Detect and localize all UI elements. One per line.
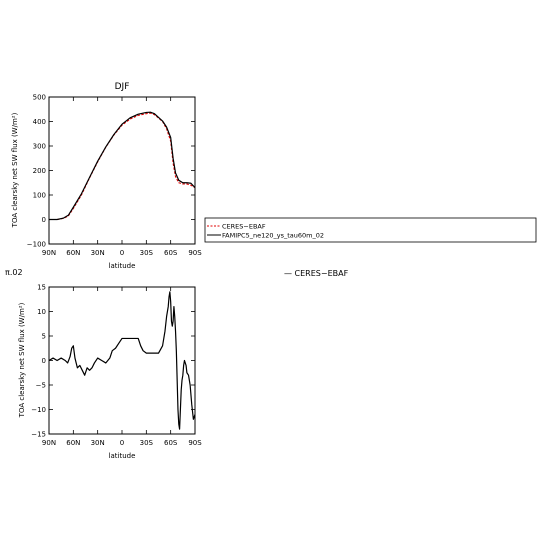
x-tick-label-bottom: 30S (140, 439, 154, 447)
x-tick-label-bottom: 0 (120, 439, 124, 447)
y-tick-label-bottom: −10 (31, 406, 46, 414)
y-tick-label-top: 300 (33, 143, 46, 151)
x-tick-label-top: 60N (66, 249, 80, 257)
x-tick-label-top: 60S (164, 249, 178, 257)
y-tick-label-bottom: 0 (42, 357, 46, 365)
y-tick-label-top: 0 (42, 216, 46, 224)
y-tick-label-bottom: −15 (31, 431, 46, 439)
x-tick-label-bottom: 60S (164, 439, 178, 447)
panel-bottom: 90N 60N 30N 0 30S 60S 90S −15 −10 −5 0 5 10 15 latitu… (18, 284, 202, 461)
y-tick-label-bottom: −5 (36, 382, 46, 390)
x-axis-label-bottom: latitude (109, 452, 136, 460)
legend-frame (204, 217, 537, 243)
series-line-top-0 (49, 112, 196, 221)
stray-legend-fragment: — CERES−EBAF (284, 269, 349, 278)
ticks-group-bottom: 90N 60N 30N 0 30S 60S 90S −15 −10 −5 0 5 10 15 (31, 284, 202, 448)
series-group-bottom (48, 291, 196, 430)
series-line-top-1 (49, 111, 196, 221)
chart-title-top: DJF (115, 82, 130, 92)
plot-frame-top (48, 96, 196, 245)
legend-entry-model: FAMIPC5_ne120_ys_tau60m_02 (222, 232, 324, 240)
x-tick-label-bottom: 90S (188, 439, 202, 447)
legend-entry-ceres: CERES−EBAF (222, 223, 266, 231)
y-tick-label-top: 100 (33, 192, 46, 200)
y-axis-label-top: TOA clearsky net SW flux (W/m²) (11, 112, 19, 228)
y-tick-label-top: 400 (33, 118, 46, 126)
y-tick-label-bottom: 5 (42, 333, 46, 341)
y-tick-label-top: 200 (33, 167, 46, 175)
x-tick-label-bottom: 30N (91, 439, 105, 447)
y-axis-label-bottom: TOA clearsky net SW flux (W/m²) (18, 302, 26, 418)
x-tick-label-bottom: 90N (42, 439, 56, 447)
y-tick-label-top: 500 (33, 94, 46, 102)
plot-frame-bottom (48, 286, 196, 435)
x-tick-label-top: 30N (91, 249, 105, 257)
x-tick-label-bottom: 60N (66, 439, 80, 447)
legend-top: CERES−EBAF FAMIPC5_ne120_ys_tau60m_02 (204, 217, 537, 243)
y-tick-label-bottom: 10 (37, 308, 46, 316)
x-tick-label-top: 90S (188, 249, 202, 257)
panel-top: DJF 90N 60N 30N 0 30S 60S 90S −100 0 100 200 300 400… (11, 82, 202, 270)
x-axis-label-top: latitude (109, 262, 136, 270)
ticks-group-top: 90N 60N 30N 0 30S 60S 90S −100 0 100 200 300 400 500 (27, 94, 202, 258)
x-tick-label-top: 90N (42, 249, 56, 257)
series-line-bottom-0 (48, 291, 196, 430)
panel-title-fragment: π.02 (5, 268, 23, 277)
series-group-top (49, 111, 196, 221)
x-tick-label-top: 0 (120, 249, 124, 257)
y-tick-label-bottom: 15 (37, 284, 46, 292)
x-tick-label-top: 30S (140, 249, 154, 257)
y-tick-label-top: −100 (27, 241, 46, 249)
